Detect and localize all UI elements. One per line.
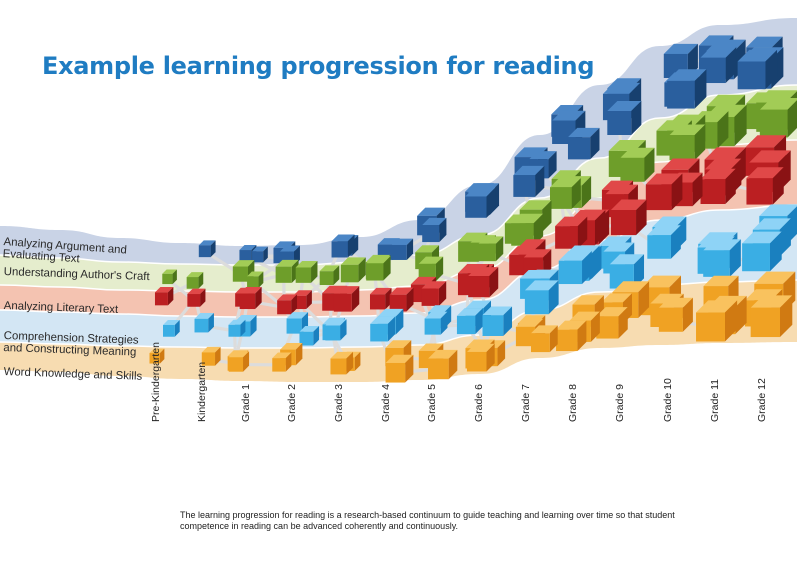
grade-label: Grade 8 <box>567 384 579 422</box>
cube <box>556 320 587 352</box>
cube <box>669 124 706 161</box>
cube <box>154 286 174 306</box>
cube <box>696 300 738 342</box>
cube <box>737 49 778 90</box>
cube <box>620 147 655 182</box>
cube <box>162 269 177 285</box>
cube <box>239 287 262 310</box>
cube <box>418 256 444 282</box>
cube <box>667 69 707 109</box>
cube <box>389 287 414 312</box>
cube <box>700 168 736 204</box>
cube <box>186 272 204 289</box>
cube <box>456 308 483 335</box>
cube <box>331 234 355 258</box>
cube <box>340 257 366 283</box>
cube <box>228 351 250 372</box>
cube <box>370 316 396 342</box>
cube <box>187 288 206 307</box>
cube <box>149 348 165 364</box>
cube <box>366 256 391 281</box>
cube <box>422 217 447 243</box>
cube <box>750 295 793 338</box>
cube <box>333 286 360 312</box>
grade-label: Grade 4 <box>380 384 392 422</box>
cube <box>247 271 264 288</box>
cube <box>428 349 458 380</box>
cube <box>194 313 214 333</box>
cube <box>742 231 782 272</box>
grade-label: Grade 7 <box>520 384 532 422</box>
grade-label: Grade 5 <box>426 384 438 422</box>
cube <box>567 127 600 160</box>
grade-label: Grade 3 <box>333 384 345 422</box>
cube <box>275 259 299 283</box>
cube <box>369 287 392 310</box>
cube <box>645 173 683 211</box>
cube <box>468 267 499 298</box>
cube <box>482 306 513 336</box>
cube <box>424 311 448 335</box>
cube <box>647 225 681 259</box>
cube <box>201 346 221 366</box>
grade-label: Grade 6 <box>473 384 485 422</box>
cube <box>549 178 581 209</box>
grade-label: Grade 10 <box>662 378 674 422</box>
cube <box>385 354 414 383</box>
cube <box>610 199 647 236</box>
cube <box>513 165 545 197</box>
grade-label: Grade 9 <box>614 384 626 422</box>
grade-label: Pre-Kindergarten <box>150 342 162 422</box>
grade-label: Kindergarten <box>196 361 208 422</box>
cube <box>252 246 268 263</box>
grade-label: Grade 1 <box>240 384 252 422</box>
cube <box>295 261 318 283</box>
cube <box>700 47 737 84</box>
cube <box>703 239 741 277</box>
grade-label: Grade 11 <box>709 379 721 422</box>
cube <box>299 325 320 346</box>
cube <box>319 265 340 285</box>
cube <box>558 250 592 285</box>
cube <box>228 319 246 337</box>
cube <box>325 319 347 341</box>
cube <box>759 98 797 138</box>
cube <box>607 100 642 136</box>
cube <box>478 236 504 262</box>
cube <box>596 307 628 339</box>
cube <box>511 213 544 246</box>
cube <box>421 281 447 306</box>
cube <box>746 167 784 205</box>
grade-label: Grade 12 <box>756 378 768 422</box>
cube <box>530 325 558 353</box>
cube <box>555 216 588 249</box>
cube <box>391 238 414 260</box>
caption: The learning progression for reading is … <box>180 510 675 531</box>
cube <box>466 343 495 372</box>
cube <box>330 351 354 375</box>
page-title: Example learning progression for reading <box>42 52 595 80</box>
cube <box>658 297 693 332</box>
cube <box>163 320 180 337</box>
cube <box>277 294 298 315</box>
cube <box>272 352 292 372</box>
cube <box>524 280 559 315</box>
cube <box>198 240 216 258</box>
cube <box>465 187 496 218</box>
band-label-3: Comprehension Strategies and Constructing… <box>3 330 139 359</box>
grade-label: Grade 2 <box>286 384 298 422</box>
cube <box>232 260 255 282</box>
